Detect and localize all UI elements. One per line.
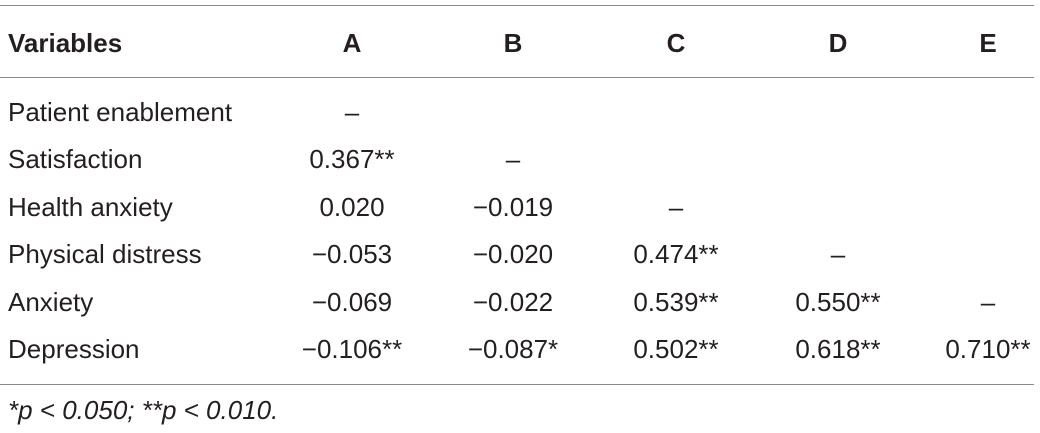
cell: – [980, 286, 996, 317]
top-rule [0, 5, 1034, 6]
cell: 0.474** [633, 239, 719, 270]
row-label: Health anxiety [8, 191, 173, 222]
cell: – [505, 144, 521, 175]
cell: −0.069 [311, 286, 393, 317]
row-label: Anxiety [8, 286, 94, 317]
row-label: Patient enablement [8, 97, 233, 127]
header-cell: C [666, 28, 686, 58]
cell: – [344, 97, 360, 127]
row-label: Satisfaction [8, 144, 143, 175]
cell: −0.087* [467, 334, 559, 364]
cell: – [830, 239, 846, 270]
cell: 0.550** [795, 286, 881, 317]
cell: 0.502** [633, 334, 719, 364]
bottom-rule [0, 384, 1034, 385]
cell: 0.710** [945, 334, 1031, 364]
cell: – [668, 191, 684, 222]
header-cell: A [342, 28, 362, 58]
row-label: Physical distress [8, 239, 202, 270]
header-cell: E [979, 28, 997, 58]
header-rule [0, 77, 1034, 78]
row-label: Depression [8, 334, 140, 364]
header-cell: D [828, 28, 848, 58]
cell: 0.539** [633, 286, 719, 317]
cell: −0.022 [472, 286, 554, 317]
cell: −0.053 [311, 239, 393, 270]
cell: −0.106** [301, 334, 403, 364]
header-label: Variables [8, 28, 123, 58]
cell: −0.020 [472, 239, 554, 270]
cell: −0.019 [472, 191, 554, 222]
cell: 0.618** [795, 334, 881, 364]
cell: 0.020 [319, 191, 385, 222]
footnote: *p < 0.050; **p < 0.010. [8, 395, 279, 425]
header-cell: B [503, 28, 523, 58]
cell: 0.367** [309, 144, 395, 175]
